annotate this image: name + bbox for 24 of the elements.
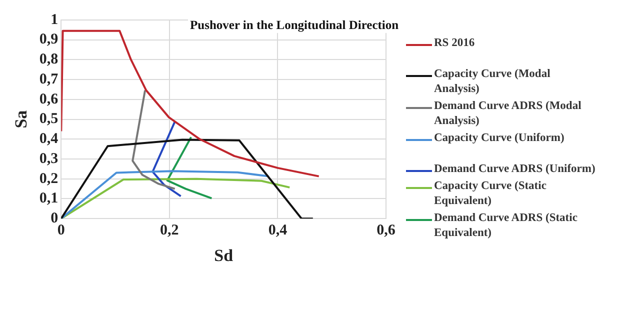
y-tick-label: 0,9 [39,32,58,48]
legend-label: Capacity Curve (Static Equivalent) [434,179,548,209]
chart-title: Pushover in the Longitudinal Direction [188,18,401,33]
legend-label: Capacity Curve (Modal Analysis) [434,67,552,97]
y-tick-label: 0,6 [39,91,59,108]
y-tick-label: 0,3 [39,150,58,167]
legend-label: Demand Curve ADRS (Static Equivalent) [434,211,578,241]
y-tick-label: 1 [50,12,58,28]
legend-label: Capacity Curve (Uniform) [434,131,564,146]
y-tick-label: 0,8 [39,52,58,68]
x-axis-title: Sd [214,246,234,266]
y-tick-label: 0,5 [39,111,58,128]
y-tick-label: 0,7 [39,71,59,88]
y-tick-label: 0,2 [39,170,58,187]
y-axis-title: Sa [12,110,31,128]
legend-label: RS 2016 [434,36,475,51]
x-tick-label: 0,4 [268,222,288,238]
x-tick-label: 0,2 [160,222,179,238]
y-tick-label: 0,1 [39,190,58,207]
y-tick-label: 0,4 [39,131,59,148]
legend-label: Demand Curve ADRS (Modal Analysis) [434,99,582,129]
x-tick-label: 0,6 [376,222,396,238]
y-tick-label: 0 [50,210,58,226]
legend-label: Demand Curve ADRS (Uniform) [434,162,596,177]
